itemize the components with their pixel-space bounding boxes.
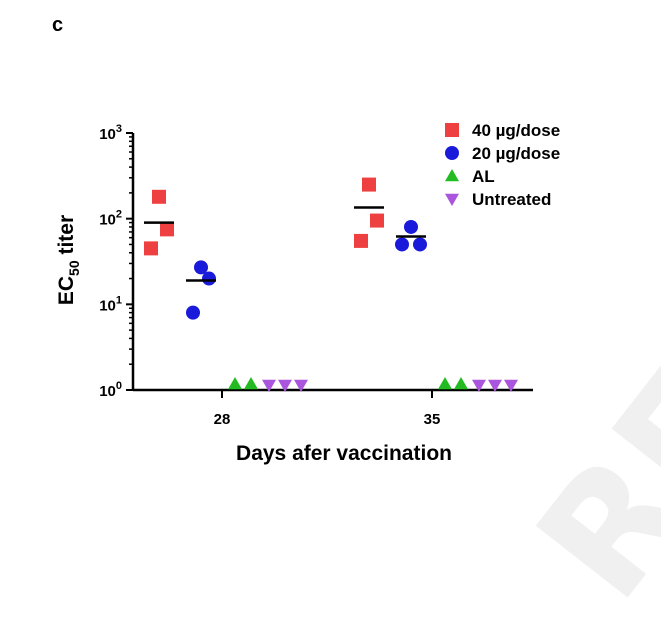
y-tick-label: 102 — [99, 209, 122, 229]
axes: 100 101 102 103 28 35 — [99, 123, 533, 428]
legend-marker — [445, 123, 459, 137]
y-tick-label: 103 — [99, 123, 122, 143]
data-point — [454, 377, 468, 390]
data-point — [413, 237, 427, 252]
data-point — [244, 377, 258, 390]
data-point — [404, 219, 418, 234]
data-point — [395, 237, 409, 252]
data-point — [438, 377, 452, 390]
legend-marker — [445, 146, 459, 160]
data-point — [278, 379, 292, 392]
data-marks — [144, 177, 518, 392]
data-point — [362, 177, 376, 192]
data-point — [504, 379, 518, 392]
x-tick-label: 28 — [214, 411, 231, 428]
y-axis-title-rest: titer — [55, 215, 78, 261]
data-point — [194, 260, 208, 275]
chart: 100 101 102 103 28 35 40 µg/dose 20 µg/dose AL U… — [55, 121, 560, 465]
data-point — [202, 271, 216, 286]
y-tick-label: 101 — [99, 294, 122, 314]
data-point — [354, 233, 368, 248]
y-tick-label: 100 — [99, 380, 122, 400]
legend-label: AL — [472, 167, 495, 186]
legend-marker — [445, 193, 459, 206]
data-point — [152, 189, 166, 204]
legend-label: Untreated — [472, 190, 551, 209]
y-axis-title-main: EC — [55, 276, 78, 305]
y-axis-title: EC50 titer — [55, 215, 82, 305]
data-point — [262, 379, 276, 392]
mean-lines — [144, 206, 426, 282]
data-point — [472, 379, 486, 392]
legend: 40 µg/dose 20 µg/dose AL Untreated — [445, 121, 560, 209]
data-point — [160, 222, 174, 237]
data-point — [370, 213, 384, 228]
legend-label: 20 µg/dose — [472, 144, 560, 163]
legend-marker — [445, 169, 459, 182]
data-point — [186, 305, 200, 320]
legend-label: 40 µg/dose — [472, 121, 560, 140]
panel-label: c — [52, 14, 64, 36]
x-tick-label: 35 — [424, 411, 441, 428]
data-point — [228, 377, 242, 390]
y-axis-title-sub: 50 — [66, 260, 82, 276]
x-axis-title: Days afer vaccination — [236, 442, 452, 465]
data-point — [144, 241, 158, 256]
data-point — [488, 379, 502, 392]
data-point — [294, 379, 308, 392]
